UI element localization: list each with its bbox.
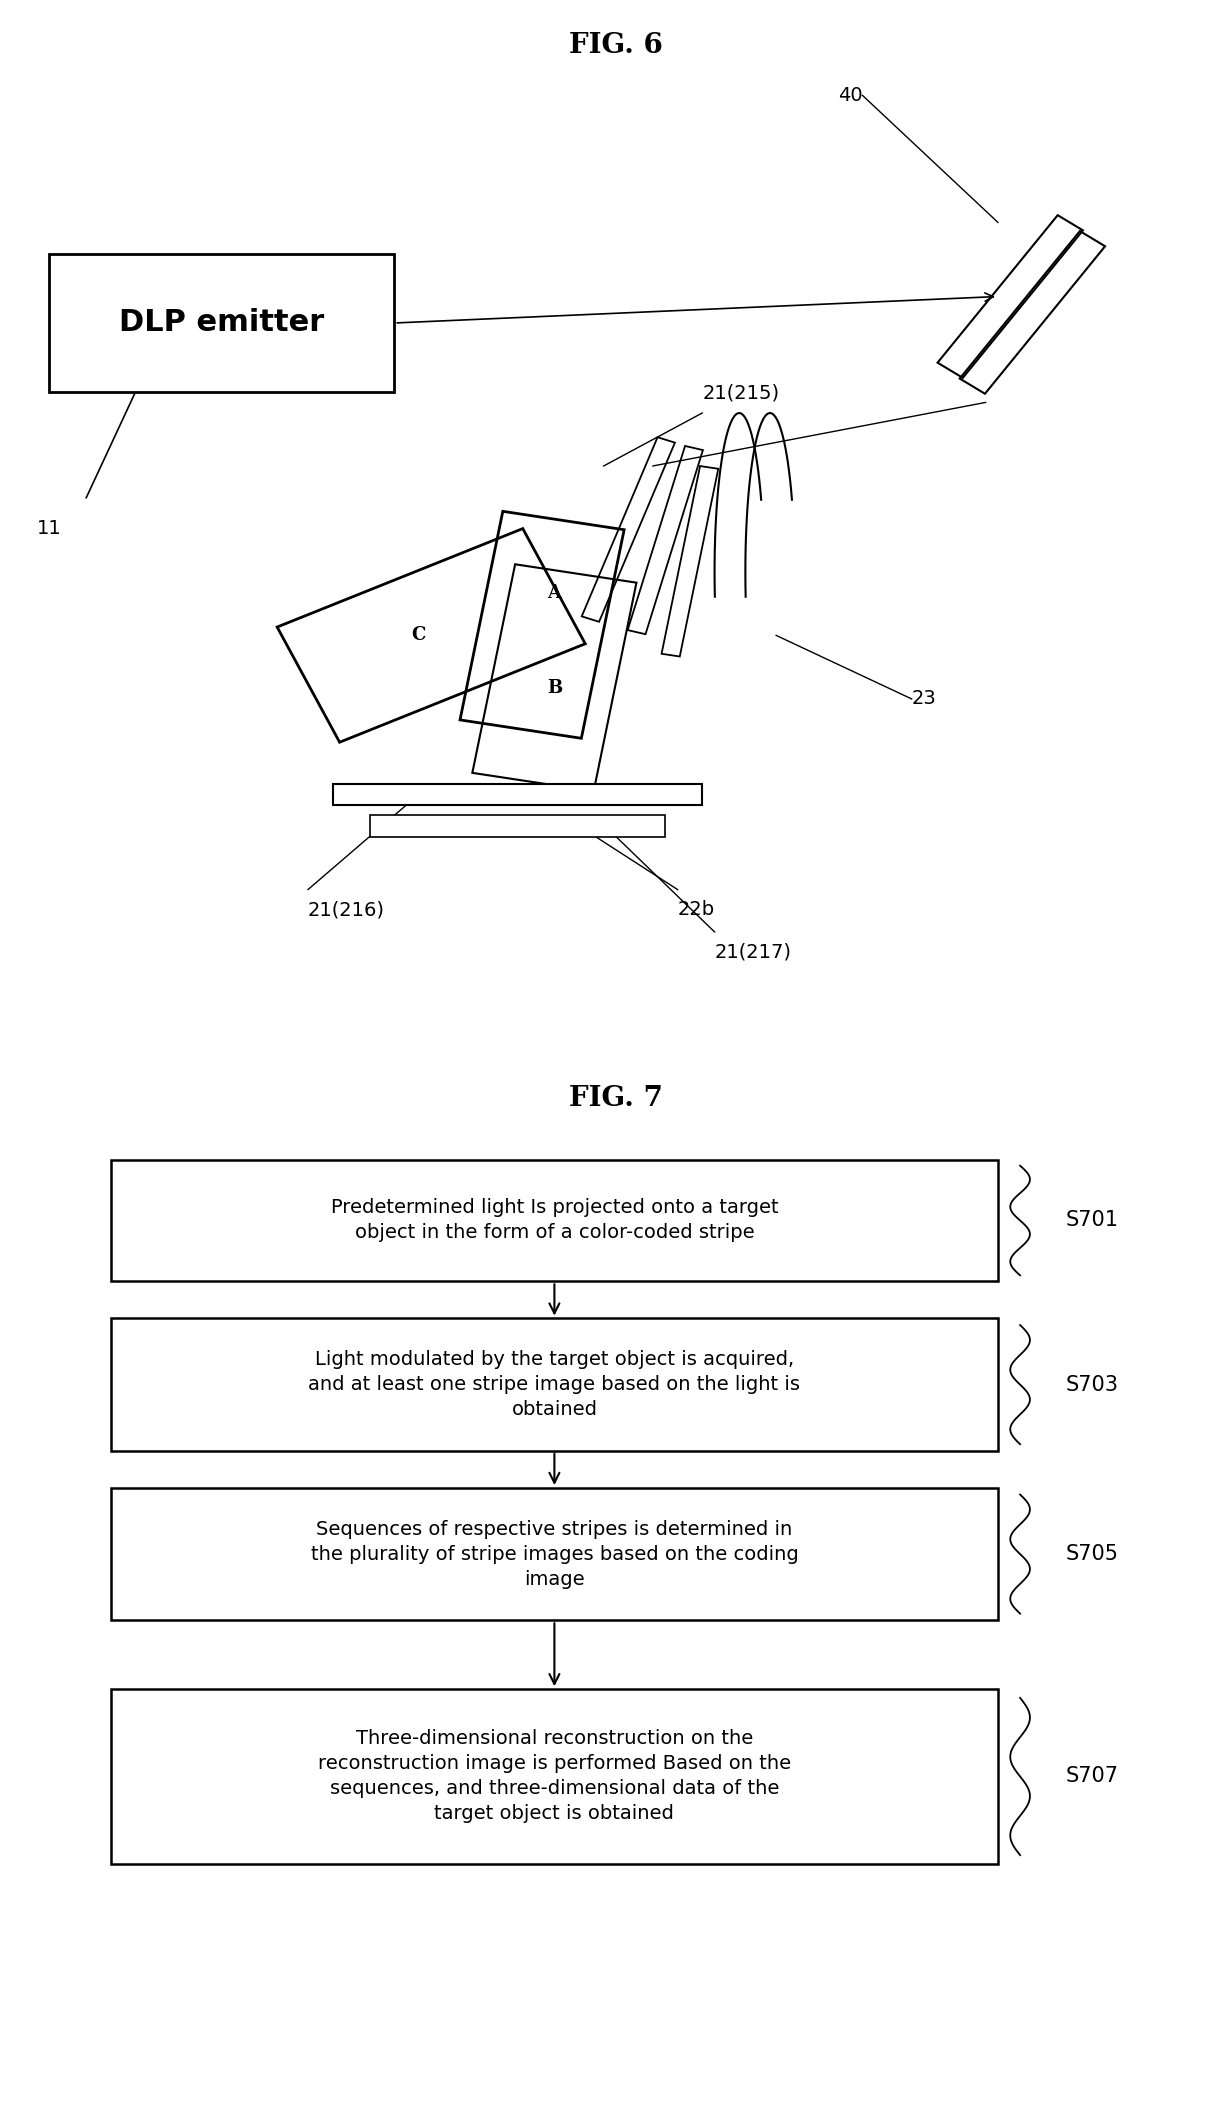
Text: FIG. 7: FIG. 7 — [569, 1087, 663, 1112]
Text: 21(215): 21(215) — [702, 383, 780, 402]
Text: Three-dimensional reconstruction on the
reconstruction image is performed Based : Three-dimensional reconstruction on the … — [318, 1730, 791, 1824]
Text: A: A — [547, 585, 562, 602]
FancyBboxPatch shape — [111, 1161, 998, 1281]
FancyBboxPatch shape — [111, 1317, 998, 1451]
Polygon shape — [370, 815, 665, 837]
Text: 23: 23 — [912, 690, 936, 707]
Text: Predetermined light Is projected onto a target
object in the form of a color-cod: Predetermined light Is projected onto a … — [330, 1199, 779, 1243]
Text: S701: S701 — [1066, 1211, 1119, 1231]
Text: Light modulated by the target object is acquired,
and at least one stripe image : Light modulated by the target object is … — [308, 1349, 801, 1419]
Text: 21(217): 21(217) — [715, 943, 791, 962]
FancyBboxPatch shape — [111, 1690, 998, 1864]
Text: FIG. 6: FIG. 6 — [569, 32, 663, 59]
Text: 21(216): 21(216) — [308, 900, 384, 919]
Text: S705: S705 — [1066, 1544, 1119, 1563]
Polygon shape — [333, 784, 702, 805]
Text: DLP emitter: DLP emitter — [120, 309, 324, 337]
Text: 40: 40 — [838, 87, 862, 104]
Text: 22b: 22b — [678, 900, 715, 919]
Text: 11: 11 — [37, 519, 62, 538]
Text: S707: S707 — [1066, 1766, 1119, 1785]
Text: B: B — [547, 680, 562, 697]
FancyBboxPatch shape — [49, 254, 394, 392]
FancyBboxPatch shape — [111, 1487, 998, 1620]
Text: S703: S703 — [1066, 1375, 1119, 1394]
Text: C: C — [411, 627, 426, 644]
Text: Sequences of respective stripes is determined in
the plurality of stripe images : Sequences of respective stripes is deter… — [310, 1519, 798, 1588]
